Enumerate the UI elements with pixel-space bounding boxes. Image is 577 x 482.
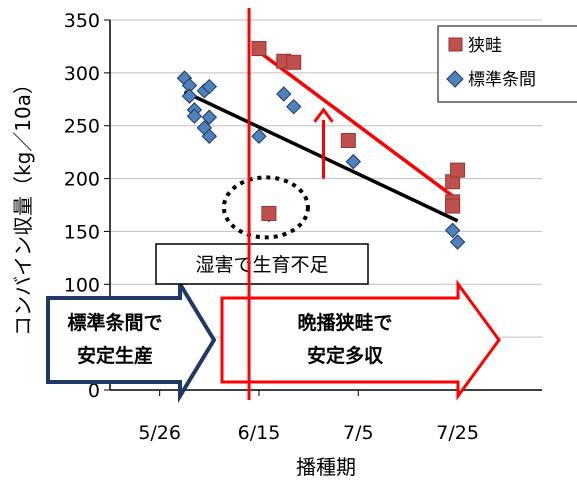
data-point-standard-row <box>201 78 218 95</box>
trend-line-narrow-row <box>257 50 459 202</box>
yield-increase-arrow-head <box>313 107 334 123</box>
data-point-standard-row <box>201 128 218 144</box>
annotation-shapes <box>221 107 334 240</box>
data-point-standard-row <box>286 98 302 115</box>
late-arrow-shape <box>220 279 501 401</box>
data-point-standard-row <box>186 108 203 124</box>
x-axis-title: 播種期 <box>296 455 356 479</box>
legend: 狭畦 標準条間 <box>437 25 577 103</box>
x-tick-label: 5/26 <box>138 422 181 444</box>
y-axis-title: コンバイン収量（kg／10a） <box>11 74 35 336</box>
legend-label-narrow-row: 狭畦 <box>468 36 502 56</box>
data-point-narrow-row <box>450 162 466 178</box>
legend-marker-standard-row <box>446 70 464 88</box>
late-arrow-line1: 晩播狭畦で <box>297 311 392 334</box>
x-tick-labels: 5/26 6/15 7/5 7/25 <box>138 422 479 444</box>
wet-damage-box <box>155 243 369 285</box>
y-tick-label: 300 <box>64 63 100 85</box>
standard-arrow-line2: 安定生産 <box>77 344 153 367</box>
wet-damage-label: 湿害で生育不足 <box>195 254 328 276</box>
data-points <box>176 41 466 250</box>
x-tick-label: 7/25 <box>436 422 479 444</box>
data-point-narrow-row <box>286 54 302 70</box>
wet-damage-highlight-circle <box>221 175 310 240</box>
data-point-narrow-row <box>445 198 461 214</box>
y-tick-label: 350 <box>64 10 100 32</box>
x-tick-label: 7/5 <box>343 422 374 444</box>
y-tick-label: 150 <box>64 221 100 243</box>
legend-label-standard-row: 標準条間 <box>468 70 536 90</box>
late-arrow-line2: 安定多収 <box>307 344 384 367</box>
data-point-standard-row <box>276 86 292 102</box>
legend-box <box>437 25 577 103</box>
y-tick-label: 100 <box>64 274 100 296</box>
data-point-narrow-row <box>340 133 356 149</box>
x-tick-label: 6/15 <box>238 422 281 444</box>
data-point-standard-row <box>181 88 198 104</box>
y-tick-label: 200 <box>64 169 100 191</box>
standard-arrow-shape <box>46 276 217 404</box>
standard-arrow-line1: 標準条間で <box>67 311 162 334</box>
data-point-standard-row <box>251 128 267 144</box>
data-point-standard-row <box>345 153 362 170</box>
y-tick-label: 250 <box>64 116 100 138</box>
data-point-standard-row <box>449 234 466 250</box>
data-point-standard-row <box>444 222 461 239</box>
legend-marker-narrow-row <box>448 37 463 52</box>
trend-line-standard-row <box>183 90 459 223</box>
data-point-standard-row <box>201 109 218 125</box>
y-tick-label: 0 <box>88 380 100 402</box>
trend-lines <box>183 50 459 223</box>
data-point-narrow-row <box>261 205 277 221</box>
data-point-narrow-row <box>251 41 267 57</box>
